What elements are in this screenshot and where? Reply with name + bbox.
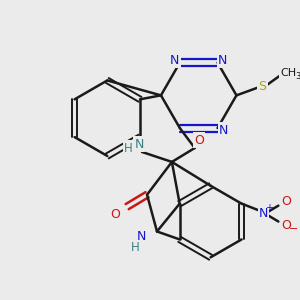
Text: O: O (194, 134, 204, 147)
Text: H: H (131, 241, 140, 254)
Text: O: O (110, 208, 120, 221)
Text: −: − (289, 224, 298, 235)
Text: N: N (134, 137, 144, 151)
Text: H: H (124, 142, 133, 154)
Text: S: S (258, 80, 266, 93)
Text: 3: 3 (296, 72, 300, 81)
Text: N: N (136, 230, 146, 243)
Text: O: O (281, 219, 291, 232)
Text: O: O (281, 195, 291, 208)
Text: CH: CH (280, 68, 296, 79)
Text: +: + (266, 202, 273, 213)
Text: N: N (219, 124, 228, 136)
Text: N: N (259, 207, 268, 220)
Text: N: N (218, 54, 227, 67)
Text: N: N (170, 54, 180, 67)
